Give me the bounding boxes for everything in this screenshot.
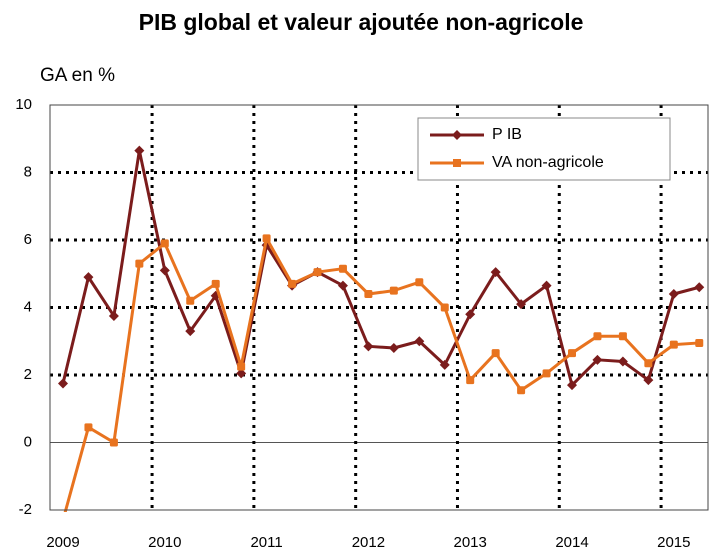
- plot-area: [58, 145, 705, 524]
- point: [159, 265, 170, 276]
- y-tick-label: 8: [24, 163, 32, 180]
- y-tick-label: 4: [24, 298, 32, 315]
- x-tick-label: 2009: [46, 534, 79, 551]
- point: [617, 356, 628, 367]
- point: [415, 278, 424, 287]
- point: [338, 264, 347, 273]
- point: [414, 336, 425, 347]
- point: [313, 268, 322, 277]
- point: [542, 369, 551, 378]
- point: [135, 259, 144, 268]
- point: [363, 341, 374, 352]
- legend-marker: [453, 159, 461, 167]
- y-tick-label: -2: [19, 501, 32, 518]
- point: [439, 359, 450, 370]
- point: [134, 145, 145, 156]
- point: [388, 343, 399, 353]
- series-line: [63, 236, 700, 512]
- point: [108, 310, 119, 321]
- point: [364, 290, 373, 298]
- point: [337, 280, 348, 291]
- y-tick-label: 0: [24, 433, 32, 450]
- point: [618, 332, 627, 341]
- x-tick-label: 2015: [657, 534, 690, 551]
- point: [185, 326, 196, 337]
- point: [516, 299, 527, 310]
- point: [389, 286, 398, 295]
- point: [669, 340, 678, 349]
- x-tick-label: 2013: [454, 534, 487, 551]
- point: [644, 359, 653, 368]
- point: [491, 349, 500, 358]
- point: [59, 516, 67, 524]
- legend-label: VA non-agricole: [492, 154, 604, 171]
- series-line: [61, 149, 700, 387]
- x-tick-label: 2014: [555, 534, 588, 551]
- point: [593, 332, 602, 341]
- y-tick-label: 2: [24, 366, 32, 383]
- y-tick-label: 10: [15, 96, 32, 113]
- point: [517, 386, 526, 395]
- point: [84, 423, 93, 432]
- y-tick-label: 6: [24, 231, 32, 248]
- point: [440, 303, 449, 312]
- y-axis-label: GA en %: [40, 65, 115, 86]
- point: [186, 296, 195, 305]
- point: [567, 380, 577, 391]
- point: [668, 289, 679, 299]
- point: [694, 282, 705, 293]
- chart-title: PIB global et valeur ajoutée non-agricol…: [139, 9, 584, 35]
- x-tick-label: 2011: [250, 534, 282, 551]
- point: [262, 234, 271, 243]
- point: [109, 438, 118, 447]
- point: [237, 362, 246, 371]
- point: [643, 375, 654, 386]
- point: [236, 368, 247, 379]
- legend: P IB VA non-agricole: [417, 117, 671, 181]
- x-tick-label: 2012: [352, 534, 385, 551]
- point: [568, 349, 576, 358]
- x-tick-label: 2010: [148, 534, 181, 551]
- point: [83, 272, 94, 283]
- plot-frame: [49, 104, 709, 511]
- legend-marker: [452, 130, 462, 140]
- point: [211, 279, 220, 288]
- point: [160, 239, 169, 248]
- point: [288, 279, 297, 288]
- point: [490, 267, 501, 278]
- legend-label: P IB: [492, 126, 522, 143]
- point: [466, 376, 475, 385]
- point: [58, 378, 68, 389]
- point: [465, 309, 476, 320]
- point: [592, 354, 603, 365]
- legend-box: [417, 117, 671, 181]
- point: [541, 280, 552, 291]
- point: [695, 338, 704, 347]
